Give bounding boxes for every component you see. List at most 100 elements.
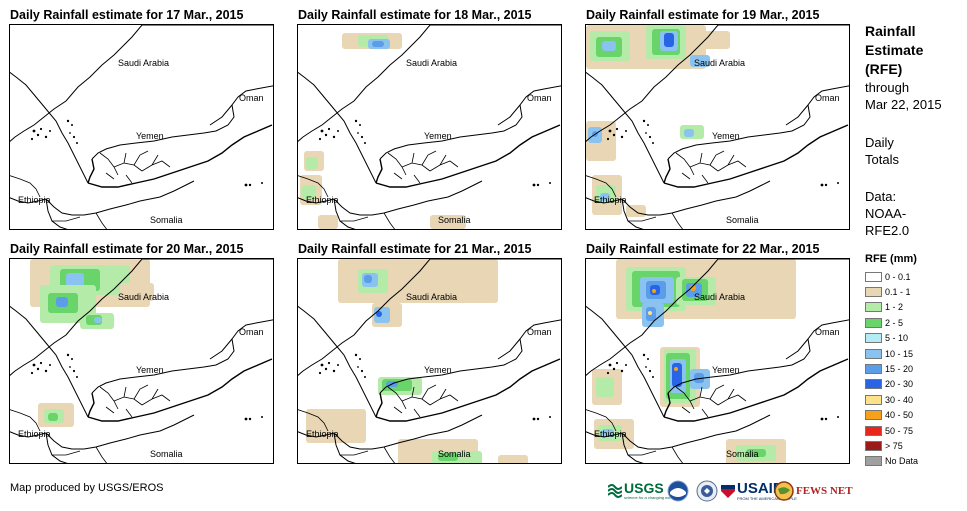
noaa-emblem-icon (667, 480, 689, 502)
legend-class-row: 10 - 15 (865, 346, 913, 361)
usgs-wordmark: USGS (624, 480, 664, 496)
map-label-ethiopia: Ethiopia (594, 429, 627, 439)
rainfall-cell (66, 273, 84, 287)
usgs-wave-icon (608, 484, 622, 498)
map-panel-2: Saudi Arabia Oman Yemen Ethiopia Somalia (297, 24, 562, 230)
legend-class-row: 0 - 0.1 (865, 269, 911, 284)
dhs-seal (696, 480, 718, 502)
map-panel-4: Saudi Arabia Oman Yemen Ethiopia Somalia (9, 258, 274, 464)
legend-date: Mar 22, 2015 (865, 97, 942, 112)
legend-class-label: 20 - 30 (885, 379, 914, 390)
map-label-oman: Oman (239, 93, 264, 103)
rainfall-cell (718, 275, 758, 295)
rainfall-cell (498, 455, 528, 463)
map-label-ethiopia: Ethiopia (18, 195, 51, 205)
legend-class-label: 0.1 - 1 (885, 286, 911, 297)
legend-swatch (865, 410, 882, 421)
rainfall-cell (48, 413, 58, 421)
legend-class-label: 1 - 2 (885, 302, 904, 313)
map-label-yemen: Yemen (712, 131, 740, 141)
map-canvas: Saudi Arabia Oman Yemen Ethiopia Somalia (298, 259, 561, 463)
map-label-somalia: Somalia (150, 449, 183, 459)
legend-scale-title: RFE (mm) (865, 253, 917, 265)
map-panel-3: Saudi Arabia Oman Yemen Ethiopia Somalia (585, 24, 850, 230)
legend-swatch (865, 302, 882, 313)
legend-swatch (865, 286, 882, 297)
legend-class-label: 30 - 40 (885, 394, 914, 405)
legend-swatch (865, 394, 882, 405)
legend-class-label: No Data (885, 456, 919, 467)
map-label-yemen: Yemen (712, 365, 740, 375)
rainfall-cell (306, 157, 318, 169)
map-label-saudi-arabia: Saudi Arabia (406, 292, 457, 302)
legend-class-row: 50 - 75 (865, 423, 913, 438)
map-label-saudi-arabia: Saudi Arabia (406, 58, 457, 68)
rainfall-cell (596, 377, 614, 397)
rainfall-cell (372, 41, 384, 47)
legend-swatch (865, 333, 882, 344)
rainfall-cell (120, 283, 154, 301)
map-label-yemen: Yemen (136, 131, 164, 141)
map-canvas: Saudi Arabia Oman Yemen Ethiopia Somalia (586, 25, 849, 229)
legend-class-row: 0.1 - 1 (865, 284, 911, 299)
panel-title-5: Daily Rainfall estimate for 21 Mar., 201… (298, 242, 532, 256)
rainfall-cell (306, 409, 366, 443)
rainfall-cell (56, 297, 68, 307)
map-canvas: Saudi Arabia Oman Yemen Ethiopia Somalia (10, 25, 273, 229)
usgs-logo: USGS science for a changing world (608, 480, 675, 502)
map-canvas: Saudi Arabia Oman Yemen Ethiopia Somalia (586, 259, 849, 463)
legend-class-label: 15 - 20 (885, 363, 914, 374)
legend-class-label: 40 - 50 (885, 410, 914, 421)
map-label-ethiopia: Ethiopia (306, 429, 339, 439)
fewsnet-wordmark: FEWS NET (796, 485, 853, 497)
rainfall-cell (94, 317, 102, 323)
seal-icon (696, 480, 718, 502)
legend-swatch (865, 317, 882, 328)
map-label-ethiopia: Ethiopia (306, 195, 339, 205)
rainfall-cell (318, 215, 338, 229)
map-label-somalia: Somalia (726, 215, 759, 225)
map-canvas: Saudi Arabia Oman Yemen Ethiopia Somalia (10, 259, 273, 463)
legend-swatch (865, 363, 882, 374)
rainfall-cell (746, 449, 766, 457)
usaid-tagline: FROM THE AMERICAN PEOPLE (737, 495, 797, 501)
panel-title-6: Daily Rainfall estimate for 22 Mar., 201… (586, 242, 820, 256)
map-panel-5: Saudi Arabia Oman Yemen Ethiopia Somalia (297, 258, 562, 464)
map-label-oman: Oman (239, 327, 264, 337)
usgs-tagline: science for a changing world (624, 495, 675, 500)
map-label-yemen: Yemen (424, 365, 452, 375)
rainfall-cell (690, 285, 696, 291)
legend-class-row: 2 - 5 (865, 315, 903, 330)
map-label-oman: Oman (527, 327, 552, 337)
legend-class-label: 0 - 0.1 (885, 271, 911, 282)
legend-totals: Totals (865, 152, 899, 167)
legend-swatch (865, 271, 882, 282)
rainfall-cell (602, 41, 616, 51)
rainfall-cell (664, 33, 674, 47)
legend-data-label: Data: (865, 189, 897, 204)
panel-title-4: Daily Rainfall estimate for 20 Mar., 201… (10, 242, 244, 256)
map-label-oman: Oman (815, 327, 840, 337)
legend-title-1: Rainfall (865, 23, 916, 39)
legend-class-row: No Data (865, 454, 918, 469)
legend-class-row: 30 - 40 (865, 392, 913, 407)
credit-text: Map produced by USGS/EROS (10, 482, 164, 494)
rainfall-cell (600, 193, 610, 201)
rainfall-cell (648, 311, 652, 315)
legend-title-2: Estimate (865, 42, 924, 58)
globe-icon (774, 481, 794, 501)
legend-class-row: 20 - 30 (865, 377, 913, 392)
rainfall-cell (302, 185, 316, 199)
legend-swatch (865, 456, 882, 467)
legend-data-source-1: NOAA- (865, 206, 907, 221)
map-label-saudi-arabia: Saudi Arabia (694, 292, 745, 302)
map-label-somalia: Somalia (150, 215, 183, 225)
map-label-oman: Oman (815, 93, 840, 103)
noaa-logo (667, 480, 689, 502)
legend-class-row: 1 - 2 (865, 300, 903, 315)
legend-class-label: 50 - 75 (885, 425, 914, 436)
rainfall-cell (364, 275, 372, 283)
legend-class-row: 15 - 20 (865, 361, 913, 376)
legend-class-label: 2 - 5 (885, 317, 904, 328)
legend-swatch (865, 425, 882, 436)
